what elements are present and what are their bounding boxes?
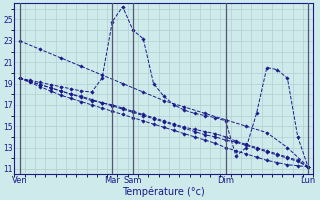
X-axis label: Température (°c): Température (°c) <box>123 186 205 197</box>
